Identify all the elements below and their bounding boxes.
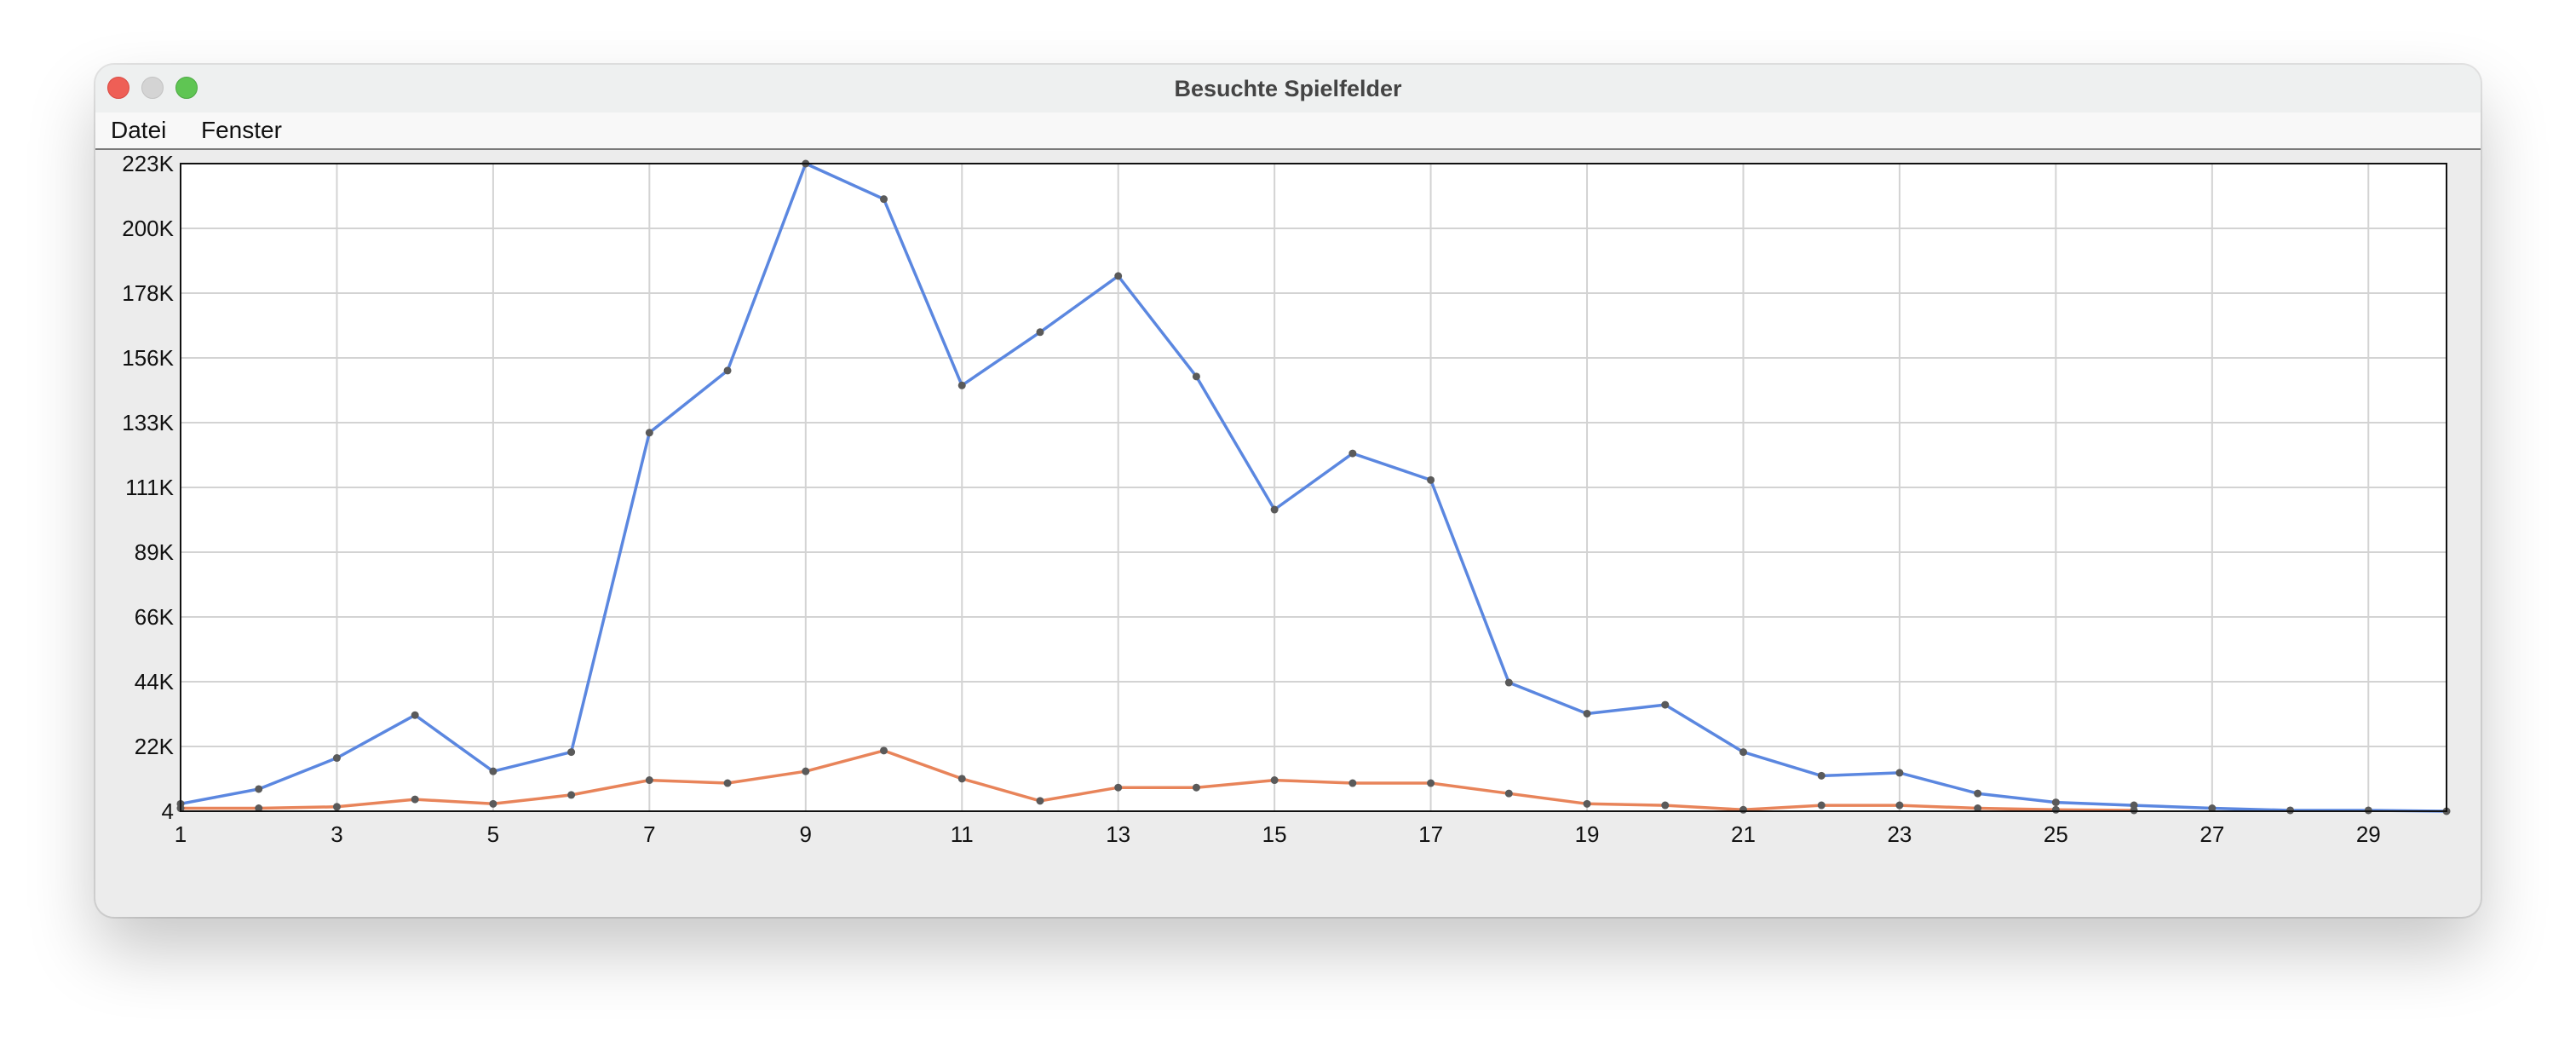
data-point [1895,769,1904,777]
data-point [1739,748,1747,757]
data-point [489,767,497,775]
data-point [567,748,576,757]
y-tick-label: 223K [122,151,174,176]
data-point [2208,804,2217,813]
chart-panel: 4 22K 44K 66K 89K 111K 133K 156K 178K 200K 223K 1 3 5… [95,150,2481,917]
title-bar[interactable]: Besuchte Spielfelder [95,65,2481,113]
data-point [2130,806,2138,815]
data-point [1661,700,1670,709]
x-tick-label: 13 [1106,821,1130,847]
y-tick-label: 200K [122,216,174,241]
x-tick-label: 17 [1418,821,1443,847]
data-point [1895,801,1904,810]
data-point [1114,272,1123,280]
data-point [1817,801,1826,810]
data-point [1192,783,1200,792]
data-point [489,799,497,808]
data-point [1192,372,1200,381]
data-point [1583,799,1591,808]
zoom-window-button[interactable] [175,77,198,99]
close-window-button[interactable] [107,77,129,99]
x-tick-label: 19 [1575,821,1600,847]
data-point [645,776,653,785]
y-tick-label: 44K [135,669,175,694]
data-point [567,791,576,799]
data-point [723,366,732,375]
y-tick-label: 178K [122,280,174,306]
data-point [255,785,263,793]
x-tick-label: 27 [2199,821,2224,847]
menu-fenster[interactable]: Fenster [201,117,282,143]
data-point [1583,709,1591,717]
data-point [957,381,966,389]
y-tick-label: 156K [122,345,174,371]
data-point [1739,805,1747,814]
data-point [1817,771,1826,780]
x-tick-label: 29 [2356,821,2381,847]
y-tick-label: 66K [135,604,175,630]
data-point [1427,779,1435,787]
data-point [332,754,341,763]
data-point [957,775,966,783]
y-tick-label: 89K [135,539,175,565]
data-point [1348,449,1357,458]
data-point [1348,779,1357,787]
x-tick-label: 7 [643,821,655,847]
data-point [411,711,419,719]
data-point [332,803,341,811]
data-point [645,429,653,437]
data-point [2051,798,2060,807]
menu-datei[interactable]: Datei [111,117,167,143]
minimize-window-button[interactable] [141,77,164,99]
series-line-0 [180,162,2447,813]
window-title: Besuchte Spielfelder [1174,76,1402,101]
app-window: Besuchte Spielfelder Datei Fenster 4 22K 4… [95,65,2481,917]
data-point [802,767,810,775]
x-tick-label: 15 [1262,821,1287,847]
data-point [2286,806,2295,815]
y-tick-label: 111K [125,475,175,500]
x-tick-label: 1 [175,821,187,847]
data-point [723,779,732,787]
data-point [1974,789,1982,798]
data-point [1036,328,1044,337]
y-tick-label: 22K [135,734,175,759]
data-point [411,795,419,804]
data-point [1974,804,1982,813]
data-point [1661,801,1670,810]
data-point [1427,475,1435,484]
data-point [255,804,263,813]
x-tick-label: 25 [2044,821,2068,847]
data-point [1114,783,1123,792]
x-tick-label: 23 [1887,821,1912,847]
data-point [2364,806,2372,815]
y-tick-label: 4 [162,798,174,824]
data-point [1504,789,1513,798]
data-point [1036,797,1044,805]
x-tick-label: 21 [1731,821,1756,847]
x-tick-label: 9 [800,821,812,847]
y-tick-label: 133K [122,410,174,435]
x-tick-label: 5 [487,821,499,847]
data-point [880,746,888,755]
data-point [880,195,888,204]
plot-frame [180,163,2447,812]
data-point [1504,678,1513,687]
x-tick-label: 11 [951,821,974,847]
series-line-1 [181,749,2135,812]
data-point [2051,805,2060,814]
data-point [1270,505,1279,514]
x-tick-label: 3 [331,821,342,847]
menu-bar: Datei Fenster [95,112,2481,150]
data-point [1270,776,1279,785]
